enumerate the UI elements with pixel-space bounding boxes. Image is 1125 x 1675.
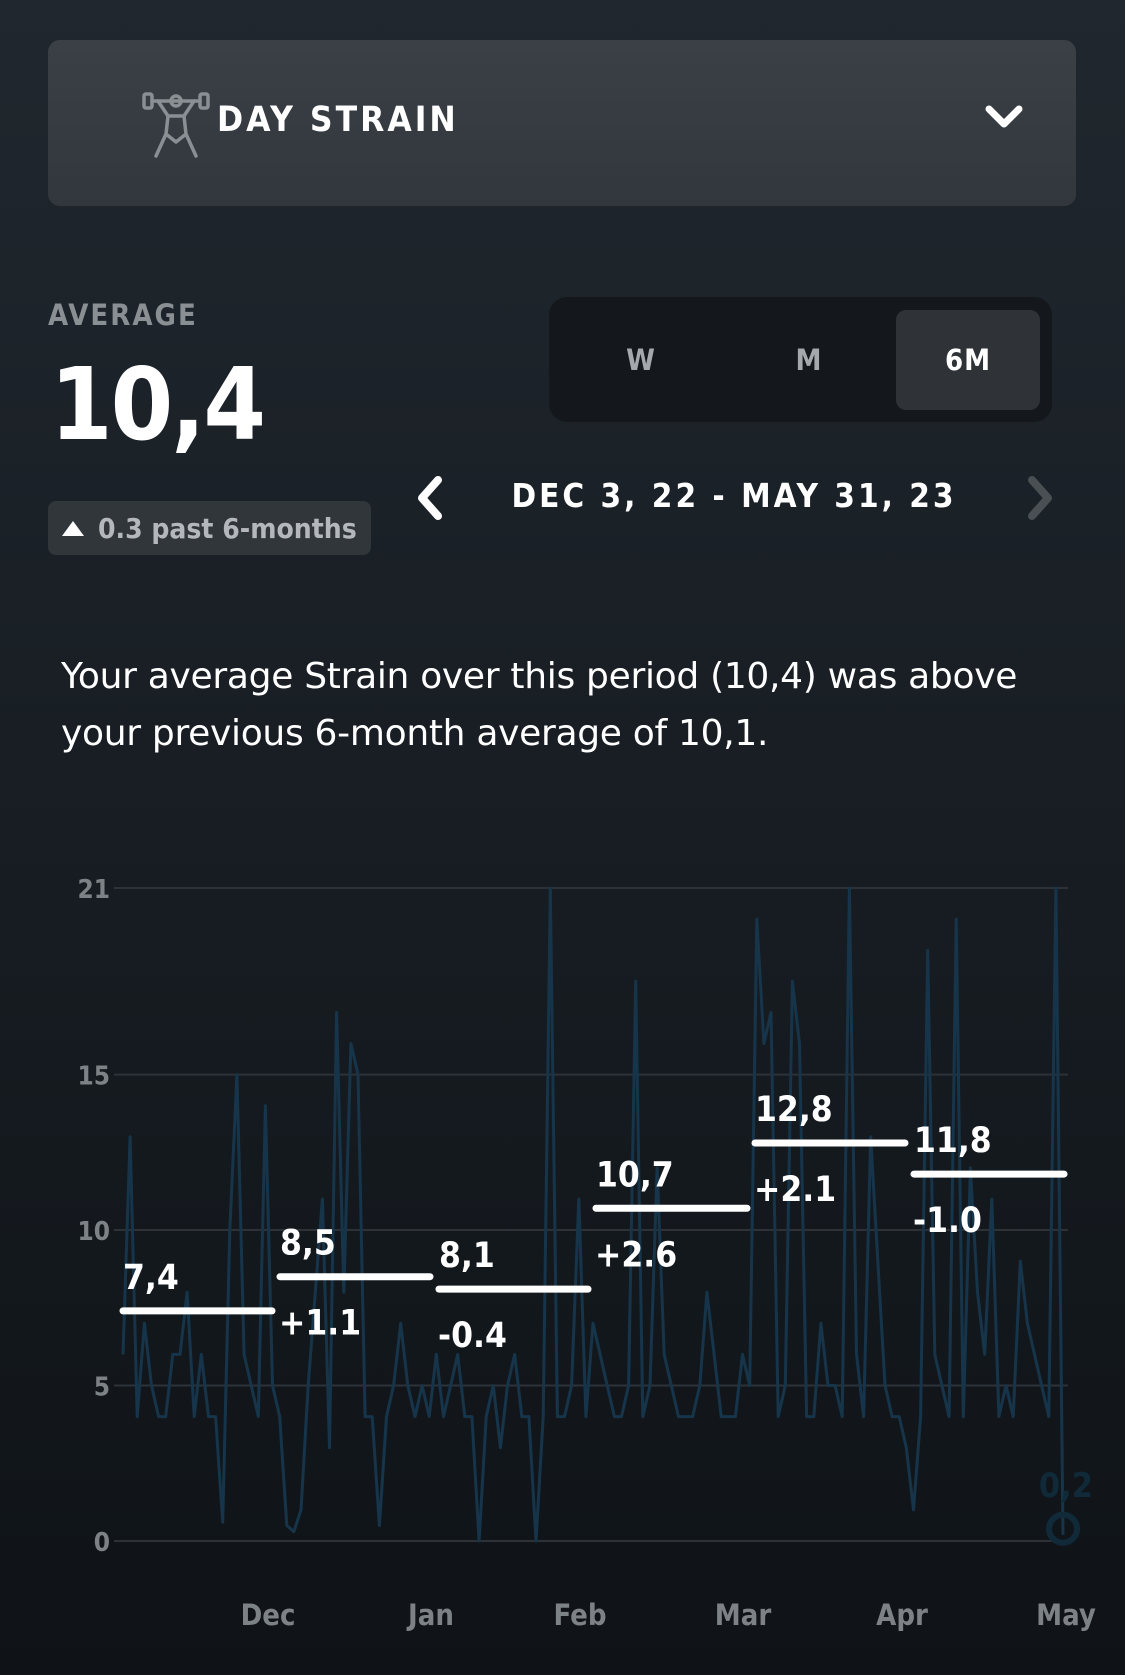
average-value: 10,4 bbox=[50, 346, 266, 463]
tab-month[interactable]: M bbox=[795, 343, 823, 377]
chevron-left-icon[interactable] bbox=[412, 475, 448, 521]
y-tick-label: 10 bbox=[77, 1217, 110, 1247]
y-tick-label: 0 bbox=[94, 1528, 110, 1558]
summary-description: Your average Strain over this period (10… bbox=[61, 656, 1018, 754]
metric-title: DAY STRAIN bbox=[217, 100, 459, 140]
x-tick-label: Dec bbox=[241, 1598, 296, 1632]
last-point-marker bbox=[1046, 1511, 1080, 1546]
x-tick-label: Apr bbox=[876, 1598, 928, 1632]
triangle-up-icon bbox=[62, 520, 84, 536]
average-label: AVERAGE bbox=[48, 298, 198, 332]
date-range: DEC 3, 22 - MAY 31, 23 bbox=[511, 476, 957, 515]
weightlifter-icon bbox=[142, 92, 210, 158]
monthly-average-label: 11,8 bbox=[914, 1121, 992, 1161]
monthly-average-label: 10,7 bbox=[596, 1155, 674, 1195]
x-tick-label: Feb bbox=[553, 1598, 606, 1632]
metric-selector[interactable]: DAY STRAIN bbox=[48, 40, 1076, 206]
monthly-average-label: 7,4 bbox=[123, 1258, 179, 1298]
monthly-average-label: 12,8 bbox=[755, 1090, 833, 1130]
monthly-change-label: -0.4 bbox=[438, 1316, 507, 1356]
chevron-down-icon[interactable] bbox=[984, 102, 1024, 132]
x-tick-label: Mar bbox=[715, 1598, 772, 1632]
strain-chart: 0 5 10 15 21 Dec Jan Feb Mar Apr May 0,2 7,4 8,5 +1.1 8… bbox=[77, 875, 1096, 1632]
daily-strain-line bbox=[121, 886, 1065, 1543]
range-tabs: W M 6M bbox=[549, 297, 1052, 422]
monthly-change-label: +2.6 bbox=[595, 1235, 677, 1275]
last-point-label: 0,2 bbox=[1039, 1466, 1093, 1506]
y-tick-label: 5 bbox=[94, 1373, 110, 1403]
monthly-average-label: 8,1 bbox=[439, 1236, 495, 1276]
y-tick-label: 21 bbox=[77, 875, 110, 905]
chevron-right-icon[interactable] bbox=[1022, 475, 1058, 521]
tab-6-months[interactable]: 6M bbox=[896, 310, 1040, 410]
y-tick-label: 15 bbox=[77, 1062, 110, 1092]
monthly-average-label: 8,5 bbox=[280, 1224, 336, 1264]
x-tick-label: Jan bbox=[406, 1598, 454, 1632]
x-tick-label: May bbox=[1036, 1598, 1096, 1632]
change-badge: 0.3 past 6-months bbox=[48, 501, 371, 555]
monthly-change-label: +2.1 bbox=[754, 1170, 836, 1210]
change-badge-text: 0.3 past 6-months bbox=[98, 511, 357, 545]
tab-week[interactable]: W bbox=[626, 343, 656, 377]
monthly-change-label: +1.1 bbox=[279, 1304, 361, 1344]
monthly-change-label: -1.0 bbox=[913, 1201, 982, 1241]
